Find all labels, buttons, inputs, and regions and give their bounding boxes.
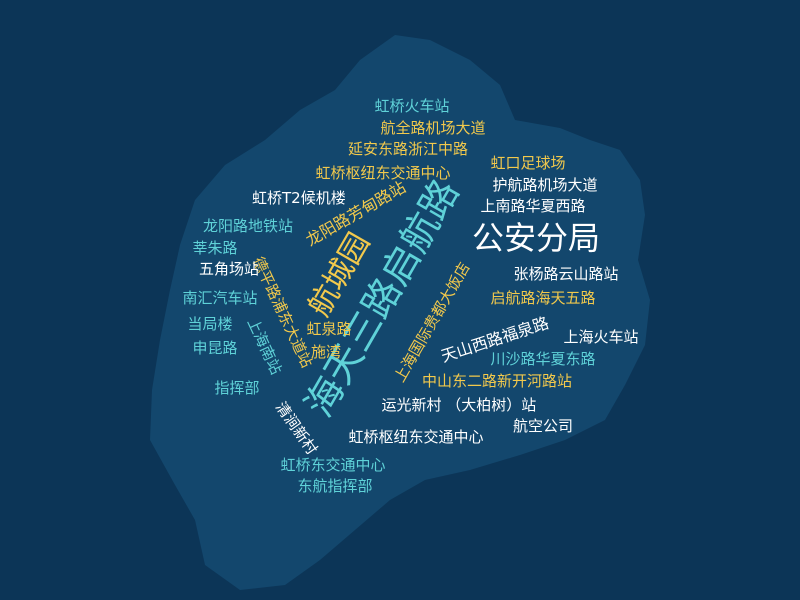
word-cloud-label: 延安东路浙江中路 bbox=[348, 139, 469, 158]
word-cloud-label: 莘朱路 bbox=[192, 238, 238, 257]
word-cloud-label: 东航指挥部 bbox=[297, 476, 373, 495]
word-cloud-label: 当局楼 bbox=[187, 314, 233, 333]
word-cloud-label: 虹桥枢纽东交通中心 bbox=[315, 163, 451, 182]
word-cloud-label: 虹口足球场 bbox=[490, 153, 566, 172]
word-cloud-label: 五角场站 bbox=[199, 259, 260, 278]
word-cloud-label: 护航路机场大道 bbox=[492, 175, 598, 194]
word-cloud-label: 运光新村 （大柏树）站 bbox=[381, 395, 537, 414]
word-cloud-label: 航全路机场大道 bbox=[380, 118, 486, 137]
word-cloud-label: 龙阳路地铁站 bbox=[203, 216, 294, 235]
word-cloud-label: 指挥部 bbox=[214, 378, 260, 397]
word-cloud-label: 虹桥T2候机楼 bbox=[252, 188, 346, 207]
word-cloud-label: 虹泉路 bbox=[306, 319, 352, 338]
word-cloud-label: 虹桥火车站 bbox=[374, 96, 450, 115]
word-cloud-label: 张杨路云山路站 bbox=[513, 264, 619, 283]
word-cloud-label: 施湾 bbox=[311, 342, 342, 361]
word-cloud-label: 上南路华夏西路 bbox=[480, 196, 586, 215]
word-cloud-label: 川沙路华夏东路 bbox=[490, 349, 596, 368]
word-cloud-label: 启航路海天五路 bbox=[490, 288, 596, 307]
word-cloud-label: 中山东二路新开河路站 bbox=[422, 371, 573, 390]
word-cloud-label: 申昆路 bbox=[192, 338, 238, 357]
word-cloud-label: 虹桥枢纽东交通中心 bbox=[348, 427, 484, 446]
word-cloud-label: 公安分局 bbox=[472, 219, 601, 257]
word-cloud-label: 航空公司 bbox=[513, 416, 574, 435]
word-cloud-label: 虹桥东交通中心 bbox=[280, 455, 386, 474]
shanghai-outline-shape bbox=[150, 35, 650, 590]
word-cloud-label: 南汇汽车站 bbox=[182, 288, 258, 307]
word-cloud-label: 上海火车站 bbox=[563, 327, 639, 346]
